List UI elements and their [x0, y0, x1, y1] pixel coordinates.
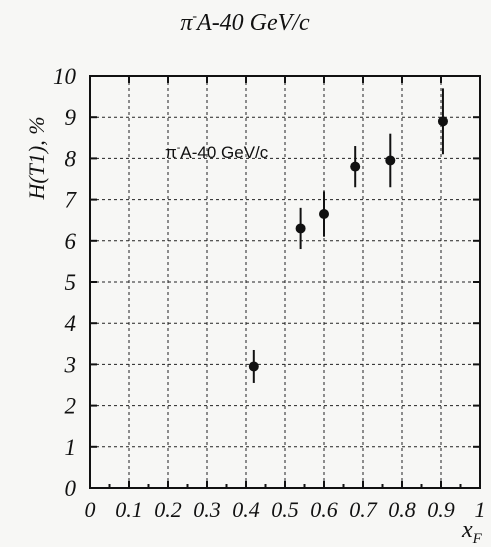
- plot-frame: [89, 75, 481, 489]
- y-tick-label: 4: [65, 311, 77, 336]
- x-tick-label: 0.9: [427, 497, 455, 522]
- data-point: [295, 223, 306, 234]
- y-tick-label: 6: [65, 229, 77, 254]
- x-tick-label: 0.8: [388, 497, 416, 522]
- grid-lines: [90, 76, 480, 488]
- x-tick-label: 0.3: [193, 497, 221, 522]
- y-tick-label: 5: [65, 270, 77, 295]
- y-tick-label: 3: [64, 352, 77, 377]
- x-tick-label: 0: [85, 497, 96, 522]
- x-tick-label: 1: [475, 497, 486, 522]
- data-point: [350, 161, 361, 172]
- data-point: [437, 116, 448, 127]
- y-tick-label: 1: [65, 435, 77, 460]
- data-points: [248, 88, 448, 383]
- x-tick-label: 0.2: [154, 497, 182, 522]
- data-point: [248, 361, 259, 372]
- y-axis-label: H(T1), %: [24, 116, 49, 200]
- y-tick-label: 10: [53, 64, 77, 89]
- tick-labels: 0 0.1 0.2 0.3 0.4 0.5 0.6 0.7 0.8 0.9 101234567891…: [53, 64, 486, 522]
- y-tick-label: 8: [65, 146, 77, 171]
- x-tick-label: 0.4: [232, 497, 260, 522]
- y-tick-label: 9: [65, 105, 77, 130]
- data-point: [319, 209, 329, 220]
- chart-title: π-A-40 GeV/c: [180, 9, 310, 36]
- y-tick-label: 2: [65, 394, 77, 419]
- y-tick-label: 0: [65, 476, 77, 501]
- x-axis-label: xF: [461, 517, 483, 547]
- x-tick-label: 0.6: [310, 497, 338, 522]
- x-tick-label: 0.5: [271, 497, 299, 522]
- inset-annotation: π-A-40 GeV/c: [165, 142, 269, 162]
- data-point: [385, 155, 396, 166]
- x-tick-label: 0.1: [115, 497, 143, 522]
- x-tick-label: 0.7: [349, 497, 378, 522]
- y-tick-label: 7: [65, 188, 78, 213]
